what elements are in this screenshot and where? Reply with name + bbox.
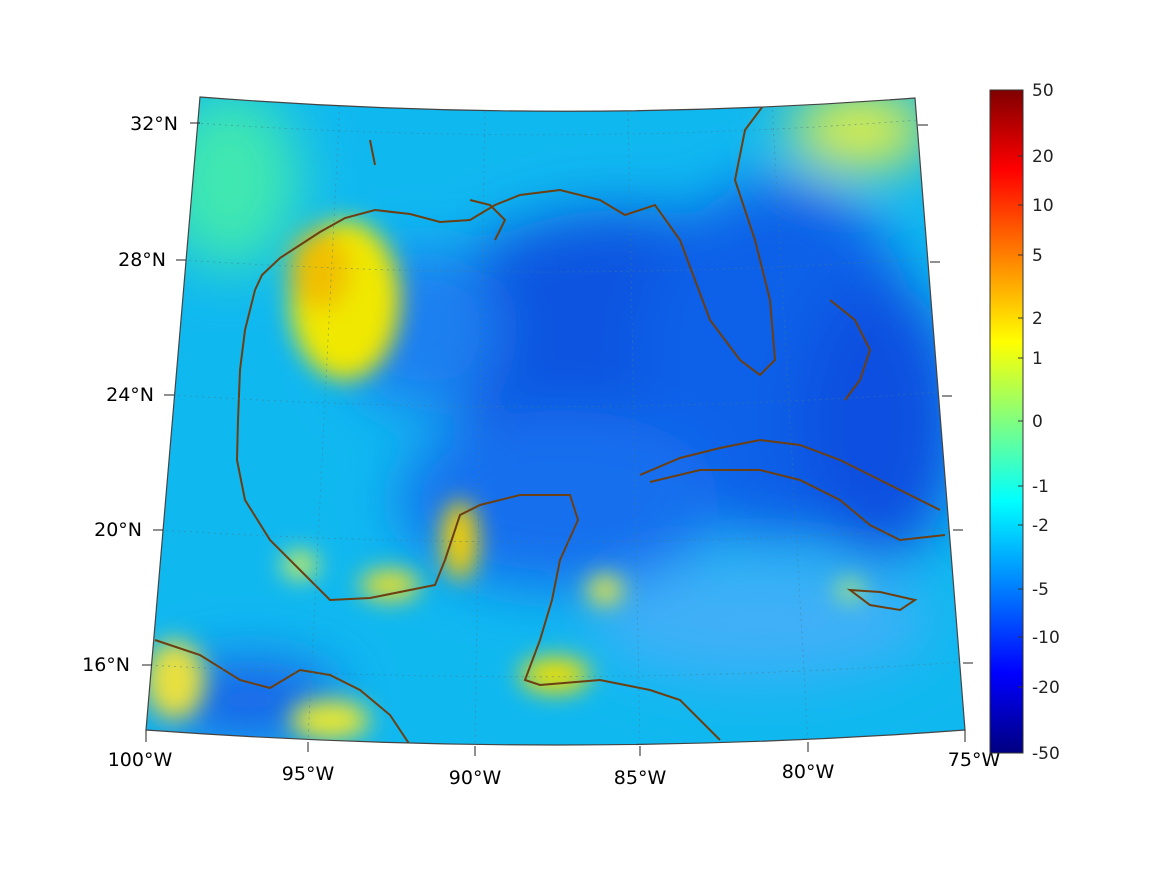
colorbar-label: -20 [1032,678,1060,698]
colorbar-label: 50 [1032,81,1054,101]
colorbar-label: 1 [1032,349,1043,369]
colorbar-label: 5 [1032,246,1043,266]
lon-label-75w: 75°W [948,749,1001,771]
colorbar-label: -1 [1032,477,1049,497]
colorbar-label: -2 [1032,516,1049,536]
colorbar-label: 20 [1032,147,1054,167]
lat-label-24n: 24°N [106,384,154,406]
frame-ticks [142,122,973,756]
colorbar-label: -10 [1032,628,1060,648]
colorbar-label: -5 [1032,580,1049,600]
lon-label-90w: 90°W [449,767,502,789]
colorbar-gradient [989,89,1024,754]
colorbar-label: 0 [1032,412,1043,432]
lat-label-28n: 28°N [118,249,166,271]
colorbar: 50 20 10 5 2 1 0 -1 -2 -5 -10 -20 -50 [989,81,1060,764]
coastlines [154,97,946,745]
lon-label-80w: 80°W [782,761,835,783]
graticule [149,99,963,745]
lon-label-85w: 85°W [614,767,667,789]
map-frame [145,96,966,746]
colorbar-label: 10 [1032,196,1054,216]
colorbar-label: -50 [1032,744,1060,764]
colorbar-ticks [1018,155,1023,688]
lon-label-95w: 95°W [282,763,335,785]
lon-label-100w: 100°W [108,749,173,771]
lat-label-32n: 32°N [130,113,178,135]
colorbar-label: 2 [1032,309,1043,329]
lat-label-16n: 16°N [82,654,130,676]
lat-label-20n: 20°N [94,519,142,541]
map-field [146,97,965,745]
